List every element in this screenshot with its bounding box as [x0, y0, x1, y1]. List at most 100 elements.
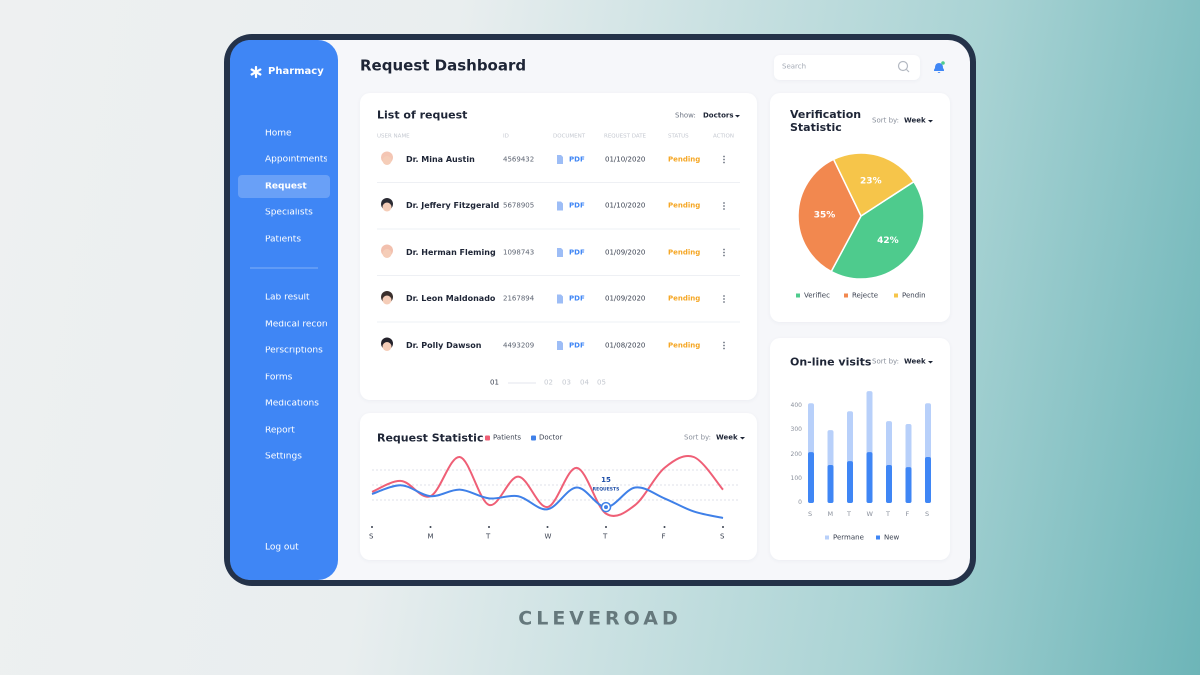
- legend-swatch: [485, 435, 490, 441]
- y-tick-label: 100: [790, 474, 802, 482]
- document-link[interactable]: PDF: [569, 248, 585, 256]
- x-tick-label: T: [486, 532, 491, 541]
- sort-value[interactable]: Week: [904, 116, 926, 125]
- action-dot: [723, 341, 725, 344]
- series-line: [371, 455, 724, 517]
- request-date: 01/09/2020: [605, 248, 646, 256]
- search-placeholder: Search: [782, 62, 807, 71]
- column-header: REQUEST DATE: [604, 133, 647, 140]
- request-statistic-card: [360, 413, 757, 560]
- page-number[interactable]: 03: [562, 378, 571, 387]
- column-header: ACTION: [713, 133, 734, 140]
- chart-title: On-line visits: [790, 355, 872, 369]
- show-value[interactable]: Doctors: [703, 111, 734, 120]
- x-tick-label: S: [720, 532, 725, 541]
- legend-swatch: [825, 535, 829, 540]
- document-link[interactable]: PDF: [569, 155, 585, 163]
- sort-value[interactable]: Week: [716, 433, 738, 442]
- action-menu[interactable]: [723, 155, 725, 164]
- action-dot: [723, 205, 725, 207]
- x-tick-dot: [605, 526, 607, 528]
- bar: [808, 452, 814, 503]
- legend-label: Rejecte: [852, 291, 879, 300]
- menu-item[interactable]: Medications: [265, 399, 319, 409]
- sort-value[interactable]: Week: [904, 357, 926, 366]
- action-menu[interactable]: [723, 295, 725, 303]
- legend-swatch: [531, 435, 536, 441]
- avatar-face: [382, 342, 392, 351]
- page-number[interactable]: 04: [580, 378, 589, 387]
- chart-title: Verification Statistic: [790, 108, 862, 134]
- active-menu-highlight: [238, 175, 330, 198]
- search-box[interactable]: [774, 55, 920, 80]
- menu-item[interactable]: Patients: [265, 235, 302, 244]
- legend-label: Verifiec: [804, 291, 830, 300]
- menu-item[interactable]: Specialists: [265, 208, 313, 218]
- legend-label: New: [884, 533, 900, 542]
- action-dot: [723, 301, 725, 303]
- menu-item[interactable]: Report: [265, 426, 295, 435]
- menu-item[interactable]: Perscriptions: [265, 346, 323, 356]
- search-icon: [897, 60, 909, 72]
- menu-item[interactable]: Medical records: [265, 320, 327, 329]
- x-tick-label: S: [808, 509, 813, 518]
- action-menu[interactable]: [723, 341, 725, 350]
- menu-item[interactable]: Appointments: [265, 155, 327, 165]
- dropdown-caret: [740, 437, 745, 440]
- legend-label: Pendin: [902, 291, 926, 300]
- x-tick-label: W: [866, 509, 873, 518]
- avatar-face: [382, 249, 392, 258]
- pdf-icon: [557, 341, 563, 350]
- menu-item[interactable]: Forms: [265, 373, 293, 382]
- page-number[interactable]: 05: [597, 378, 606, 387]
- x-tick-label: M: [427, 532, 434, 541]
- page-number[interactable]: 01: [490, 378, 499, 387]
- action-dot: [723, 158, 725, 161]
- document-link[interactable]: PDF: [569, 294, 585, 303]
- series-line: [371, 484, 724, 519]
- page-number[interactable]: 02: [544, 378, 553, 387]
- action-dot: [723, 248, 725, 251]
- action-dot: [723, 295, 725, 297]
- x-tick-dot: [488, 526, 490, 528]
- legend-swatch: [844, 293, 848, 298]
- brand-icon-stroke: [250, 68, 262, 76]
- x-tick-label: S: [925, 509, 930, 518]
- action-dot: [723, 347, 725, 350]
- x-tick-dot: [371, 526, 373, 528]
- document-link[interactable]: PDF: [569, 201, 585, 210]
- action-dot: [723, 161, 725, 164]
- status: Pending: [668, 341, 701, 349]
- menu-item[interactable]: Request: [265, 182, 307, 191]
- pie-slice: [797, 158, 862, 273]
- doctor-name: Dr. Herman Fleming: [406, 247, 496, 257]
- column-header: STATUS: [668, 133, 689, 140]
- action-menu[interactable]: [723, 202, 725, 210]
- pie-slice: [830, 180, 925, 280]
- action-dot: [723, 344, 725, 347]
- sort-label: Sort by:: [684, 433, 712, 442]
- menu-item[interactable]: Lab result: [265, 293, 310, 303]
- action-dot: [723, 251, 725, 254]
- annotation-value: 15: [601, 476, 611, 484]
- x-tick-label: T: [886, 509, 890, 518]
- avatar-face: [382, 295, 392, 305]
- action-dot: [723, 298, 725, 300]
- brand-name: Pharmacy: [268, 66, 324, 77]
- legend-swatch: [876, 535, 880, 540]
- column-header: DOCUMENT: [553, 133, 586, 140]
- y-tick-label: 300: [790, 426, 802, 434]
- dropdown-caret: [928, 120, 933, 123]
- legend-label: Permane: [833, 533, 864, 542]
- x-tick-dot: [429, 526, 432, 528]
- sidebar: [230, 40, 338, 580]
- notification-bell[interactable]: [934, 63, 944, 73]
- logout[interactable]: Log out: [265, 542, 299, 553]
- avatar-face: [382, 202, 392, 212]
- visits-card: [770, 338, 950, 560]
- document-link[interactable]: PDF: [569, 341, 585, 349]
- pdf-icon: [557, 294, 563, 304]
- menu-item[interactable]: Settings: [265, 452, 302, 462]
- menu-item[interactable]: Home: [265, 129, 292, 138]
- action-menu[interactable]: [723, 248, 725, 257]
